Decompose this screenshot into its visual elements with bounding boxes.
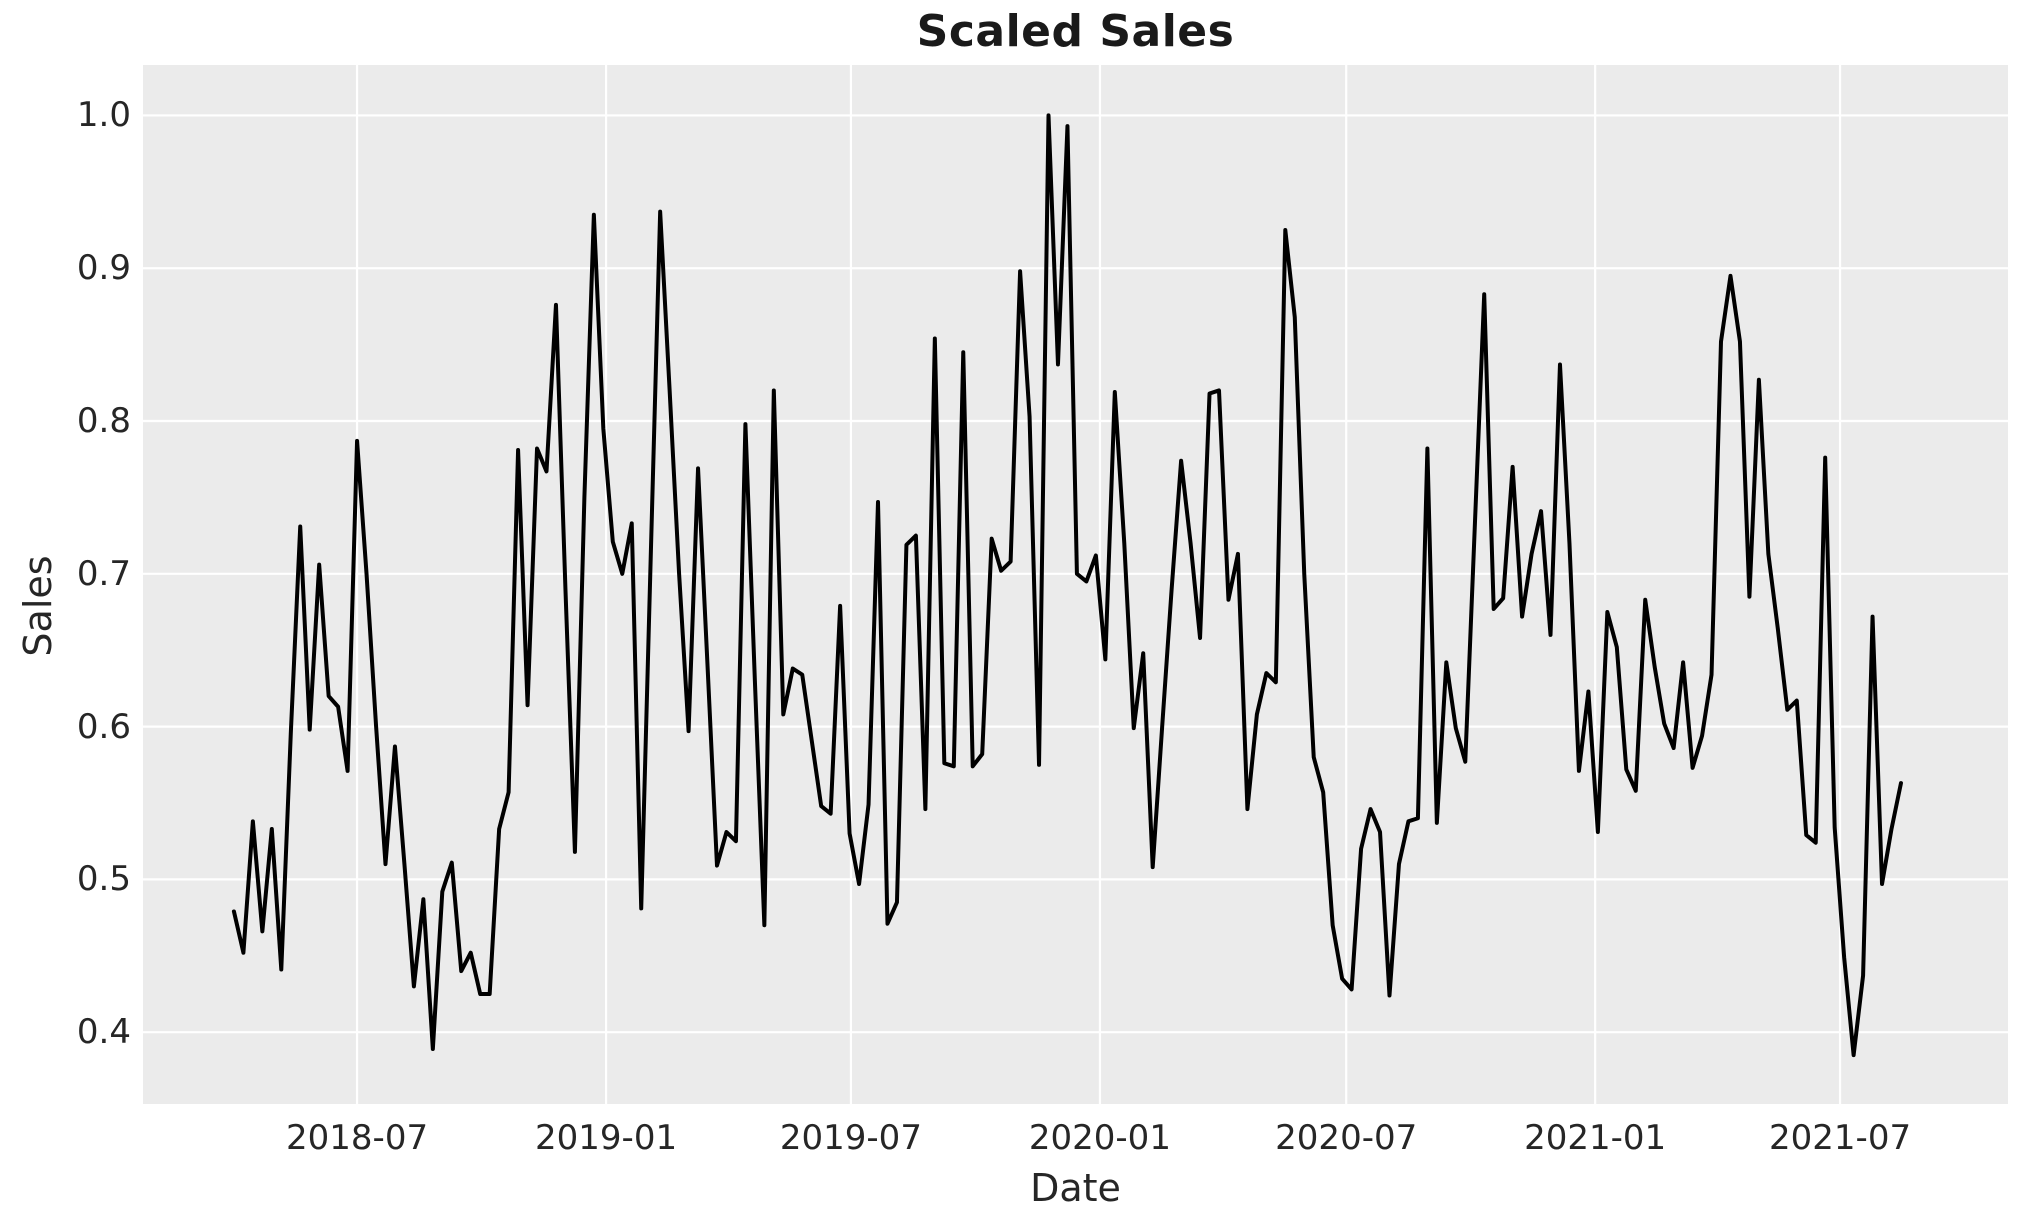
x-tick-label: 2019-01: [535, 1118, 678, 1158]
x-tick-label: 2018-07: [286, 1118, 429, 1158]
x-tick-label: 2019-07: [779, 1118, 922, 1158]
y-tick-label: 0.9: [76, 248, 131, 289]
plot-area: [143, 65, 2008, 1104]
sales-line-chart: [143, 65, 2008, 1104]
x-tick-label: 2020-07: [1275, 1118, 1418, 1158]
gridlines: [143, 65, 2008, 1104]
y-tick-label: 1.0: [76, 95, 131, 136]
y-tick-label: 0.8: [76, 401, 131, 441]
y-tick-label: 0.7: [76, 553, 131, 594]
y-axis-label: Sales: [16, 555, 60, 657]
y-tick-label: 0.6: [76, 706, 131, 747]
y-tick-label: 0.5: [76, 859, 131, 900]
chart-title: Scaled Sales: [916, 6, 1235, 57]
x-tick-label: 2021-07: [1769, 1118, 1912, 1158]
x-axis-label: Date: [1030, 1166, 1121, 1210]
y-tick-label: 0.4: [76, 1012, 131, 1053]
x-tick-label: 2020-01: [1028, 1118, 1171, 1158]
x-tick-label: 2021-01: [1524, 1118, 1667, 1158]
sales-series-line: [231, 113, 1903, 1058]
